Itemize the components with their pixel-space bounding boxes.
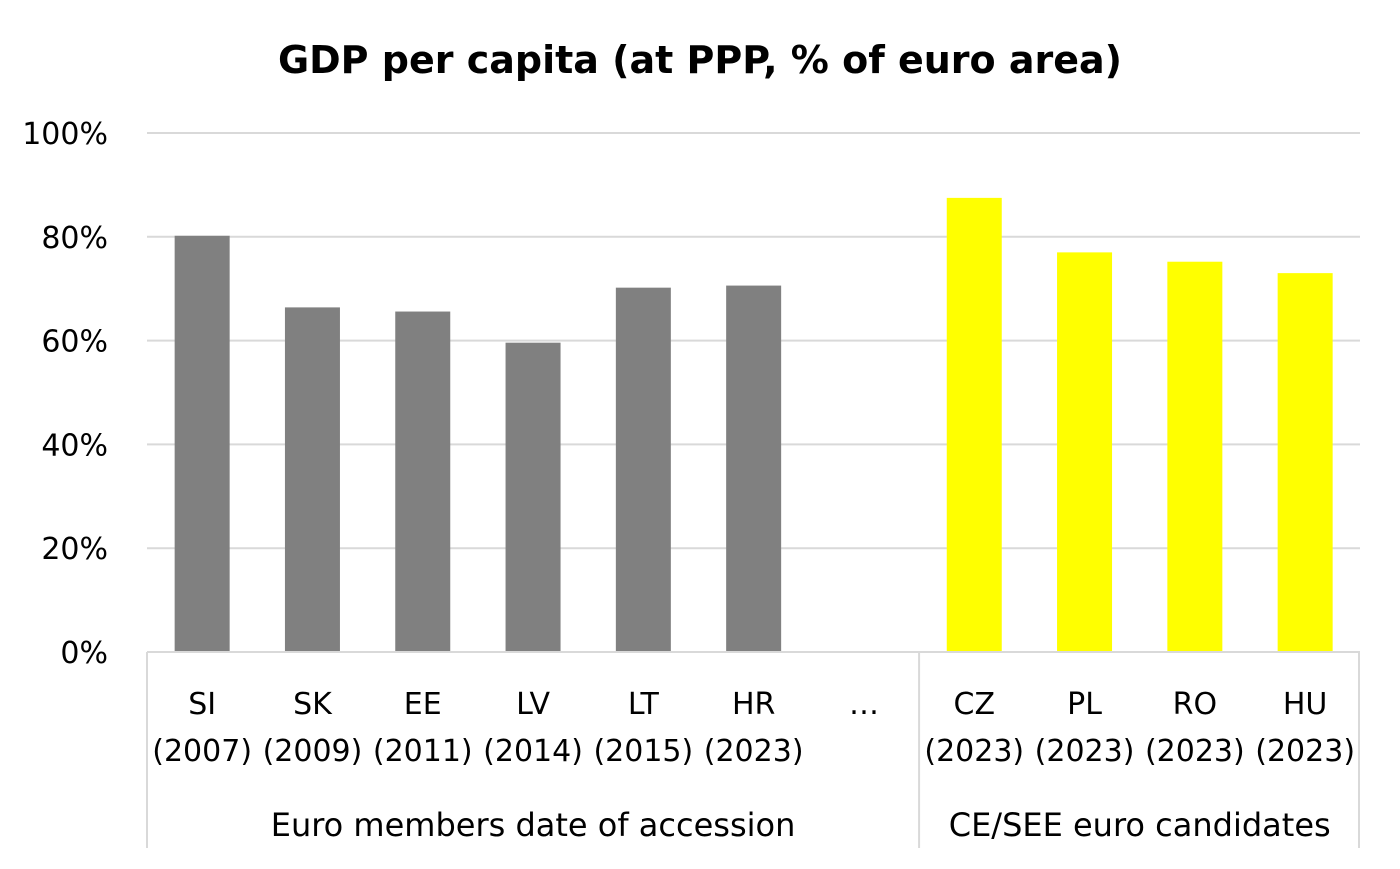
category-label: RO [1173,687,1217,722]
bar-lv [505,342,561,652]
category-label: HU [1283,687,1328,722]
bar-pl [1057,252,1113,652]
y-axis: 0% 20% 40% 60% 80% 100% [22,117,108,671]
bar-cz [946,197,1002,652]
group-label: CE/SEE euro candidates [949,806,1331,844]
category-year-label: (2023) [924,734,1024,769]
group-label: Euro members date of accession [271,806,796,844]
category-year-label: (2023) [1035,734,1135,769]
y-tick-label: 40% [41,428,108,463]
category-label: EE [404,687,442,722]
bar-ro [1167,261,1223,652]
y-tick-label: 0% [60,636,108,671]
category-label: PL [1067,687,1102,722]
bars [174,197,1333,652]
category-year-label: (2023) [704,734,804,769]
bar-ee [395,311,451,652]
category-year-label: (2023) [1145,734,1245,769]
bar-hr [726,285,782,652]
category-label: HR [732,687,775,722]
chart-title: GDP per capita (at PPP, % of euro area) [278,38,1122,82]
category-year-label: (2015) [593,734,693,769]
category-label: SI [188,687,216,722]
category-year-label: (2009) [263,734,363,769]
category-year-label: (2023) [1255,734,1355,769]
bar-sk [284,307,340,652]
category-label: CZ [954,687,996,722]
y-tick-label: 60% [41,325,108,360]
category-year-label: (2011) [373,734,473,769]
category-label: SK [293,687,333,722]
bar-si [174,235,230,652]
category-year-label: (2014) [483,734,583,769]
category-year-label: (2007) [152,734,252,769]
category-label: LV [516,687,550,722]
category-label: LT [628,687,660,722]
bar-hu [1277,273,1333,652]
y-tick-label: 20% [41,532,108,567]
category-label: … [849,687,879,722]
x-axis: SI (2007) SK (2009) EE (2011) LV (2014) LT (2015)… [146,651,1360,848]
y-tick-label: 80% [41,221,108,256]
bar-lt [615,287,671,652]
y-tick-label: 100% [22,117,108,152]
